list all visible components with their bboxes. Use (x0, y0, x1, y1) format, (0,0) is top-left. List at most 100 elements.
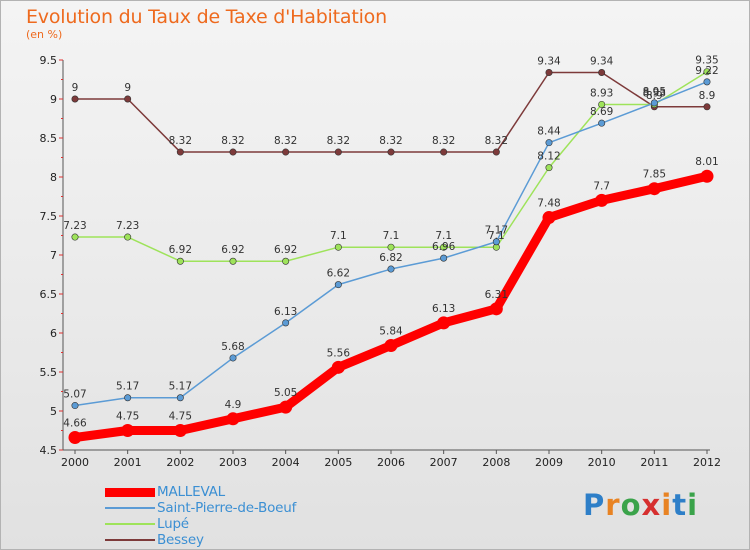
chart-series (68, 68, 714, 445)
series-point-2 (334, 243, 342, 251)
x-tick-label: 2006 (377, 456, 405, 469)
series-point-3 (124, 95, 132, 103)
series-point-0 (279, 400, 293, 414)
data-label-0: 5.56 (327, 347, 351, 359)
data-label-2: 7.1 (488, 230, 505, 242)
series-point-0 (384, 338, 398, 352)
data-label-1: 8.44 (537, 126, 561, 138)
series-point-3 (440, 148, 448, 156)
logo-letter: i (661, 488, 673, 522)
data-label-0: 4.75 (169, 411, 192, 423)
data-label-0: 4.9 (225, 399, 242, 411)
series-point-2 (229, 257, 237, 265)
series-point-1 (282, 319, 290, 327)
x-tick-label: 2002 (166, 456, 194, 469)
data-label-3: 8.32 (379, 135, 402, 147)
series-point-3 (229, 148, 237, 156)
data-label-1: 8.69 (590, 106, 613, 118)
data-label-0: 4.66 (63, 418, 87, 430)
logo-letter: x (641, 488, 662, 522)
series-point-0 (226, 412, 240, 426)
series-point-3 (282, 148, 290, 156)
data-label-1: 7.17 (485, 225, 508, 237)
data-label-3: 9 (72, 82, 79, 94)
series-point-2 (71, 233, 79, 241)
logo-letter: t (672, 488, 688, 522)
x-tick-label: 2001 (114, 456, 142, 469)
series-point-1 (703, 78, 711, 86)
series-point-2 (387, 243, 395, 251)
series-point-2 (598, 100, 606, 108)
series-point-0 (489, 302, 503, 316)
data-label-0: 4.75 (116, 411, 139, 423)
data-label-3: 8.32 (274, 135, 297, 147)
y-tick-label: 5.5 (40, 366, 58, 379)
data-label-3: 8.9 (699, 90, 716, 102)
x-tick-label: 2009 (535, 456, 563, 469)
chart-data-labels: 4.66 4.75 4.75 4.9 5.05 5.56 5.84 6.13 6.31 7.48 7… (63, 55, 718, 430)
data-label-2: 7.1 (435, 230, 452, 242)
data-label-3: 9 (124, 82, 131, 94)
legend-swatch (105, 523, 155, 525)
legend-swatch (105, 539, 155, 541)
data-label-3: 8.9 (646, 90, 663, 102)
data-label-2: 6.92 (221, 244, 244, 256)
data-label-2: 9.35 (695, 55, 718, 67)
x-tick-label: 2011 (640, 456, 668, 469)
data-label-1: 8.95 (643, 86, 666, 98)
data-label-1: 9.22 (695, 65, 718, 77)
legend-item: MALLEVAL (105, 484, 296, 500)
data-label-1: 6.96 (432, 241, 456, 253)
x-tick-label: 2012 (693, 456, 721, 469)
series-point-1 (545, 139, 553, 147)
series-point-0 (68, 431, 82, 445)
x-tick-label: 2000 (61, 456, 89, 469)
legend-label: Saint-Pierre-de-Boeuf (157, 500, 297, 516)
series-point-2 (124, 233, 132, 241)
data-label-2: 7.23 (63, 220, 86, 232)
series-point-0 (331, 360, 345, 374)
x-tick-label: 2007 (430, 456, 458, 469)
series-point-0 (700, 169, 714, 183)
x-tick-label: 2010 (588, 456, 616, 469)
data-label-2: 8.93 (643, 87, 666, 99)
x-tick-label: 2003 (219, 456, 247, 469)
series-point-3 (176, 148, 184, 156)
series-point-1 (598, 119, 606, 127)
legend-item: Saint-Pierre-de-Boeuf (105, 500, 296, 516)
data-label-3: 8.32 (432, 135, 455, 147)
logo-letter: o (620, 488, 642, 522)
data-label-2: 8.93 (590, 87, 613, 99)
data-label-0: 5.05 (274, 387, 297, 399)
series-point-1 (387, 265, 395, 273)
series-point-0 (647, 182, 661, 196)
chart-legend: MALLEVAL Saint-Pierre-de-Boeuf Lupé Bessey (105, 484, 296, 548)
data-label-3: 8.32 (221, 135, 244, 147)
data-label-1: 5.17 (169, 381, 192, 393)
series-point-0 (173, 424, 187, 437)
data-label-2: 8.12 (537, 151, 560, 163)
series-point-1 (124, 394, 132, 402)
y-tick-label: 6.5 (40, 288, 58, 301)
series-point-3 (334, 148, 342, 156)
series-point-2 (703, 68, 711, 76)
data-label-1: 5.68 (221, 341, 244, 353)
legend-swatch (105, 487, 155, 497)
chart-subtitle: (en %) (26, 28, 63, 41)
series-point-2 (545, 164, 553, 172)
data-label-1: 5.17 (116, 381, 139, 393)
data-label-1: 6.82 (379, 252, 402, 264)
legend-swatch (105, 507, 155, 509)
series-point-1 (492, 238, 500, 246)
series-point-1 (650, 99, 658, 107)
logo-letter: r (605, 488, 621, 522)
data-label-0: 6.31 (485, 289, 508, 301)
data-label-0: 5.84 (379, 325, 403, 337)
series-point-2 (440, 243, 448, 251)
y-tick-label: 9 (50, 93, 57, 106)
series-point-0 (595, 193, 609, 207)
data-label-0: 7.85 (643, 169, 666, 181)
y-tick-label: 8.5 (40, 132, 58, 145)
